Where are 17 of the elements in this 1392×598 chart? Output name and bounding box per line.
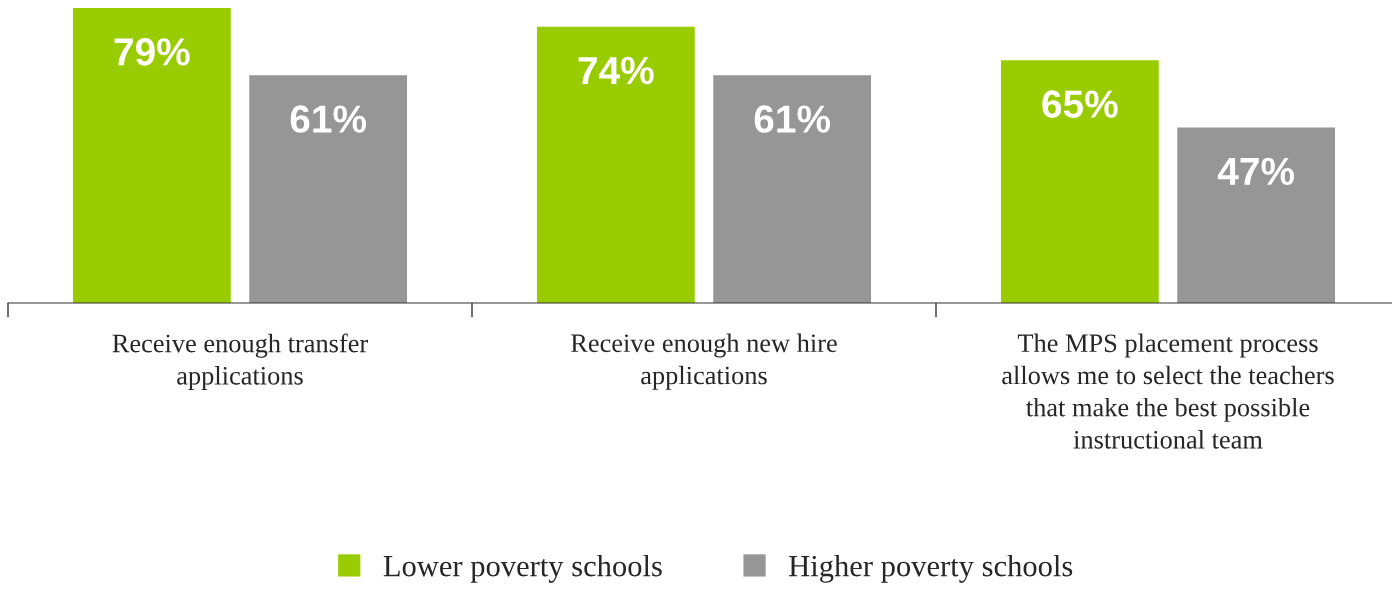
x-tick-label: Receive enough transfer applications xyxy=(112,333,368,390)
data-label: 74% xyxy=(578,56,654,85)
data-label: 61% xyxy=(290,105,367,133)
data-label: 61% xyxy=(754,105,831,133)
bar xyxy=(1177,127,1336,303)
data-label: 65% xyxy=(1042,90,1118,118)
x-tick-label: The MPS placement process allows me to select the teachers that make the best possible instructional team xyxy=(1002,333,1334,449)
bar xyxy=(1000,60,1159,303)
data-label: 79% xyxy=(114,38,190,66)
bar xyxy=(249,75,408,303)
bar xyxy=(713,75,872,303)
data-label: 47% xyxy=(1217,157,1295,186)
legend-label: Higher poverty schools xyxy=(789,554,1073,583)
x-tick-label: Receive enough new hire applications xyxy=(571,333,837,390)
legend-label: Lower poverty schools xyxy=(383,554,662,583)
bar xyxy=(72,7,231,303)
bar xyxy=(536,26,695,303)
